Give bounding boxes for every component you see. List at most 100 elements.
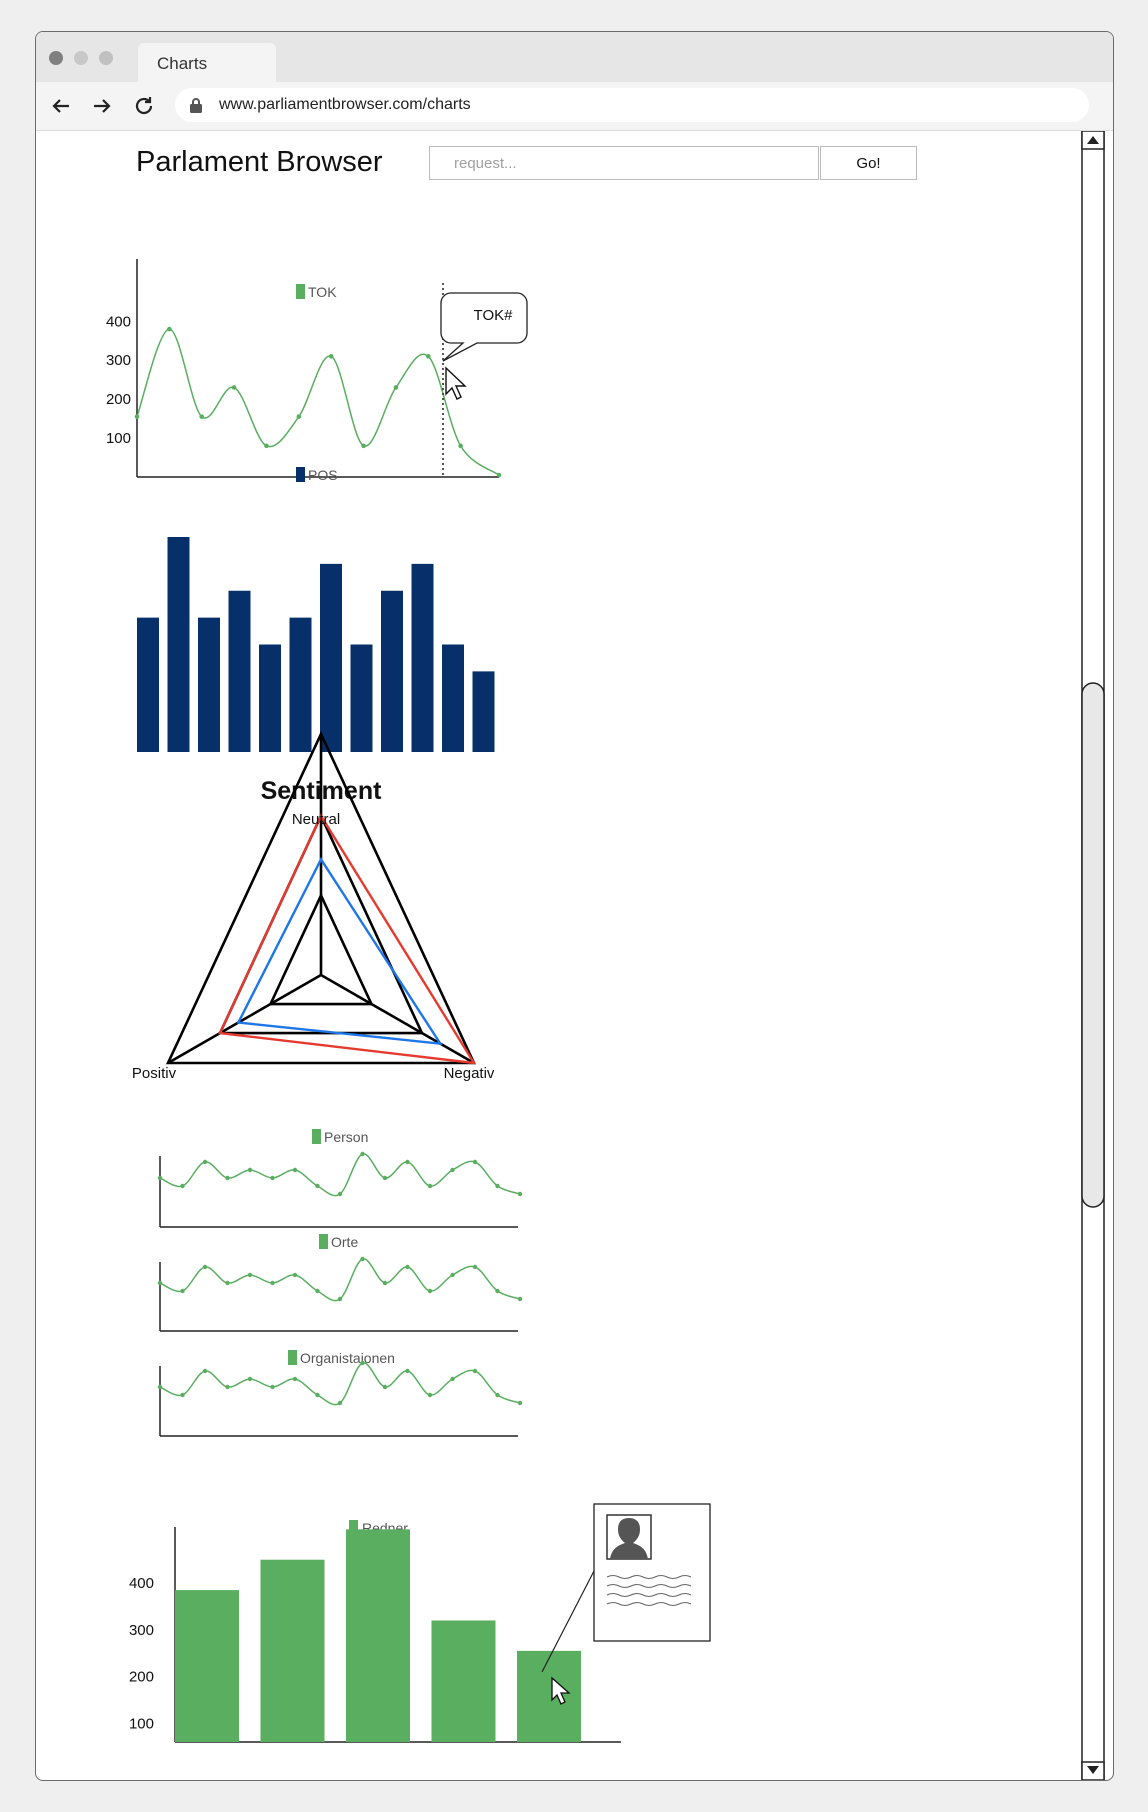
data-point[interactable]: [180, 1183, 185, 1189]
pos-bar[interactable]: [167, 537, 190, 752]
search-input[interactable]: [429, 146, 819, 180]
y-tick-label: 100: [106, 430, 131, 447]
data-point[interactable]: [134, 414, 140, 419]
radar-series-blue[interactable]: [236, 856, 443, 1046]
data-point[interactable]: [328, 354, 334, 359]
scrollbar-thumb[interactable]: [1081, 682, 1105, 1208]
data-point[interactable]: [360, 1360, 365, 1366]
data-point[interactable]: [315, 1183, 320, 1189]
data-point[interactable]: [292, 1272, 298, 1278]
browser-tab[interactable]: Charts: [138, 43, 276, 82]
pos-bar[interactable]: [381, 590, 403, 752]
data-point[interactable]: [382, 1175, 388, 1181]
redner-bar[interactable]: [260, 1559, 325, 1742]
tok-line-chart: TOK 100 200 300 400 TOK#: [106, 259, 528, 478]
data-point[interactable]: [270, 1175, 275, 1181]
data-point[interactable]: [427, 1288, 433, 1294]
forward-arrow-icon[interactable]: [90, 94, 114, 118]
address-bar[interactable]: www.parliamentbrowser.com/charts: [175, 88, 1089, 122]
data-point[interactable]: [337, 1296, 343, 1302]
data-point[interactable]: [382, 1280, 388, 1286]
data-point[interactable]: [315, 1392, 320, 1398]
data-point[interactable]: [296, 414, 302, 419]
data-point[interactable]: [496, 472, 502, 478]
data-point[interactable]: [427, 1392, 433, 1398]
vertical-scrollbar[interactable]: [1078, 131, 1108, 1780]
data-point[interactable]: [199, 414, 205, 419]
data-point[interactable]: [405, 1264, 410, 1270]
data-point[interactable]: [225, 1384, 230, 1390]
data-point[interactable]: [225, 1280, 230, 1286]
data-point[interactable]: [225, 1175, 230, 1181]
pos-bar[interactable]: [198, 617, 220, 752]
data-point[interactable]: [495, 1183, 500, 1189]
data-point[interactable]: [202, 1159, 208, 1165]
data-point[interactable]: [393, 385, 399, 390]
data-point[interactable]: [231, 385, 237, 390]
redner-bar[interactable]: [517, 1650, 581, 1742]
data-point[interactable]: [458, 443, 463, 449]
data-point[interactable]: [180, 1392, 185, 1398]
pos-bar[interactable]: [259, 644, 281, 753]
data-point[interactable]: [264, 443, 269, 449]
close-window-dot[interactable]: [49, 51, 63, 65]
legend-label: TOK: [308, 284, 337, 300]
data-point[interactable]: [472, 1368, 478, 1374]
data-point[interactable]: [517, 1191, 523, 1197]
data-point[interactable]: [360, 1256, 365, 1262]
redner-bar[interactable]: [431, 1620, 496, 1742]
data-point[interactable]: [247, 1272, 253, 1278]
data-point[interactable]: [425, 354, 431, 359]
data-point[interactable]: [292, 1167, 298, 1173]
go-button[interactable]: Go!: [820, 146, 917, 180]
data-point[interactable]: [157, 1175, 163, 1181]
pos-bar[interactable]: [442, 644, 464, 753]
maximize-window-dot[interactable]: [99, 51, 113, 65]
data-point[interactable]: [292, 1376, 298, 1382]
legend-label: Organistaionen: [300, 1350, 395, 1366]
redner-bar[interactable]: [346, 1529, 410, 1742]
data-point[interactable]: [427, 1183, 433, 1189]
data-point[interactable]: [450, 1272, 455, 1278]
pos-bar[interactable]: [137, 617, 159, 752]
pos-bar[interactable]: [228, 590, 251, 752]
page-content: Parlament Browser Go! TOK 100 200 300 400 T…: [36, 131, 1076, 1780]
pos-bar[interactable]: [472, 671, 495, 752]
data-point[interactable]: [337, 1400, 343, 1406]
minimize-window-dot[interactable]: [74, 51, 88, 65]
data-point[interactable]: [517, 1400, 523, 1406]
data-point[interactable]: [472, 1159, 478, 1165]
data-point[interactable]: [405, 1159, 410, 1165]
reload-icon[interactable]: [132, 94, 156, 118]
pos-bar[interactable]: [411, 563, 434, 752]
data-point[interactable]: [167, 326, 172, 332]
data-point[interactable]: [315, 1288, 320, 1294]
data-point[interactable]: [360, 1151, 365, 1157]
data-point[interactable]: [180, 1288, 185, 1294]
data-point[interactable]: [472, 1264, 478, 1270]
speaker-profile-card[interactable]: [593, 1503, 711, 1642]
redner-bar[interactable]: [175, 1590, 239, 1742]
data-point[interactable]: [157, 1384, 163, 1390]
data-point[interactable]: [495, 1392, 500, 1398]
data-point[interactable]: [157, 1280, 163, 1286]
data-point[interactable]: [495, 1288, 500, 1294]
pos-bar[interactable]: [320, 563, 342, 752]
data-point[interactable]: [247, 1167, 253, 1173]
data-point[interactable]: [270, 1280, 275, 1286]
pos-bar[interactable]: [350, 644, 373, 753]
data-point[interactable]: [382, 1384, 388, 1390]
data-point[interactable]: [450, 1167, 455, 1173]
data-point[interactable]: [337, 1191, 343, 1197]
data-point[interactable]: [361, 443, 366, 449]
data-point[interactable]: [450, 1376, 455, 1382]
data-point[interactable]: [517, 1296, 523, 1302]
data-point[interactable]: [202, 1368, 208, 1374]
radar-series-red[interactable]: [218, 813, 477, 1065]
data-point[interactable]: [270, 1384, 275, 1390]
back-arrow-icon[interactable]: [49, 94, 73, 118]
pos-bar[interactable]: [289, 617, 312, 752]
data-point[interactable]: [405, 1368, 410, 1374]
data-point[interactable]: [202, 1264, 208, 1270]
data-point[interactable]: [247, 1376, 253, 1382]
